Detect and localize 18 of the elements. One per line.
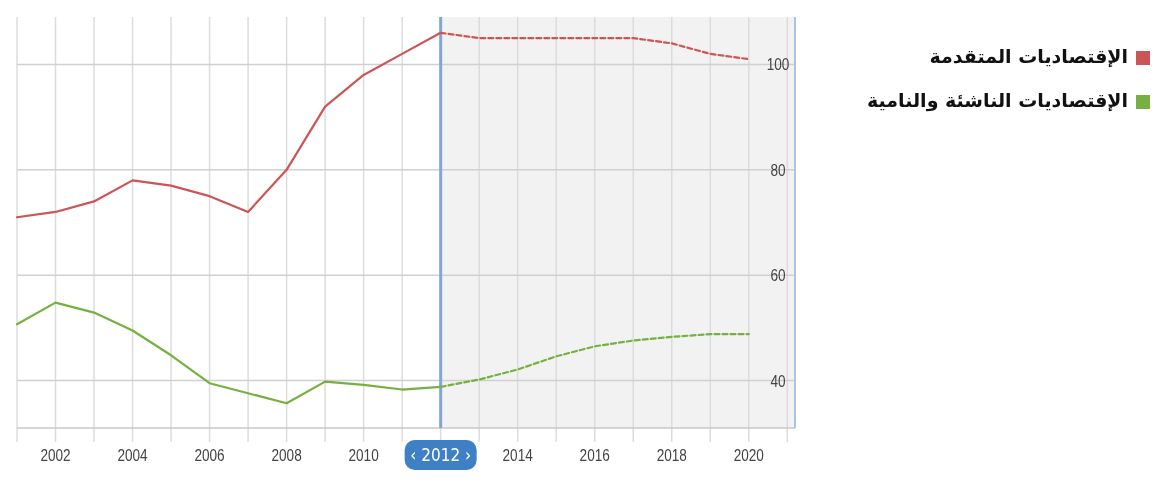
legend-item: الإقتصاديات الناشئة والنامية <box>805 89 1150 111</box>
x-tick-label: 2008 <box>271 445 302 465</box>
x-tick-label: 2006 <box>194 445 225 465</box>
x-tick-label: 2010 <box>348 445 379 465</box>
x-tick-label: 2018 <box>656 445 687 465</box>
x-tick-label: 2016 <box>579 445 610 465</box>
legend-label: الإقتصاديات المتقدمة <box>929 45 1128 67</box>
x-tick-label: 2002 <box>40 445 71 465</box>
y-tick-label: 100 <box>766 54 790 74</box>
x-tick-label: 2004 <box>117 445 149 465</box>
y-tick-label: 80 <box>770 160 786 180</box>
legend-label: الإقتصاديات الناشئة والنامية <box>867 89 1128 111</box>
y-tick-label: 60 <box>770 265 786 285</box>
x-tick-label: 2014 <box>502 445 534 465</box>
legend-item: الإقتصاديات المتقدمة <box>805 45 1150 67</box>
y-tick-label: 40 <box>770 371 786 390</box>
x-tick-label: 2020 <box>733 445 764 465</box>
x-tick-label: ‹ 2012 › <box>410 445 472 465</box>
